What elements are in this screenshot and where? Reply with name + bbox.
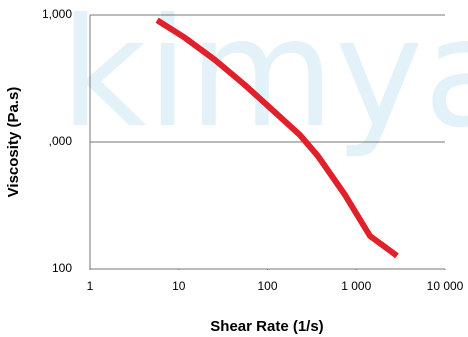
x-tick-label: 100	[257, 279, 277, 293]
y-tick-label: 100	[52, 261, 72, 275]
y-axis-title: Viscosity (Pa.s)	[5, 87, 22, 198]
data-line	[155, 17, 399, 259]
x-tick-label: 1 000	[341, 279, 371, 293]
x-tick-label: 10	[172, 279, 186, 293]
watermark: kimya	[60, 0, 468, 161]
y-tick-label: ,000	[49, 134, 73, 148]
y-tick-label: 1,000	[42, 7, 72, 21]
x-axis-title: Shear Rate (1/s)	[210, 318, 323, 335]
x-tick-label: 1	[87, 279, 94, 293]
x-tick-label: 10 000	[427, 279, 464, 293]
